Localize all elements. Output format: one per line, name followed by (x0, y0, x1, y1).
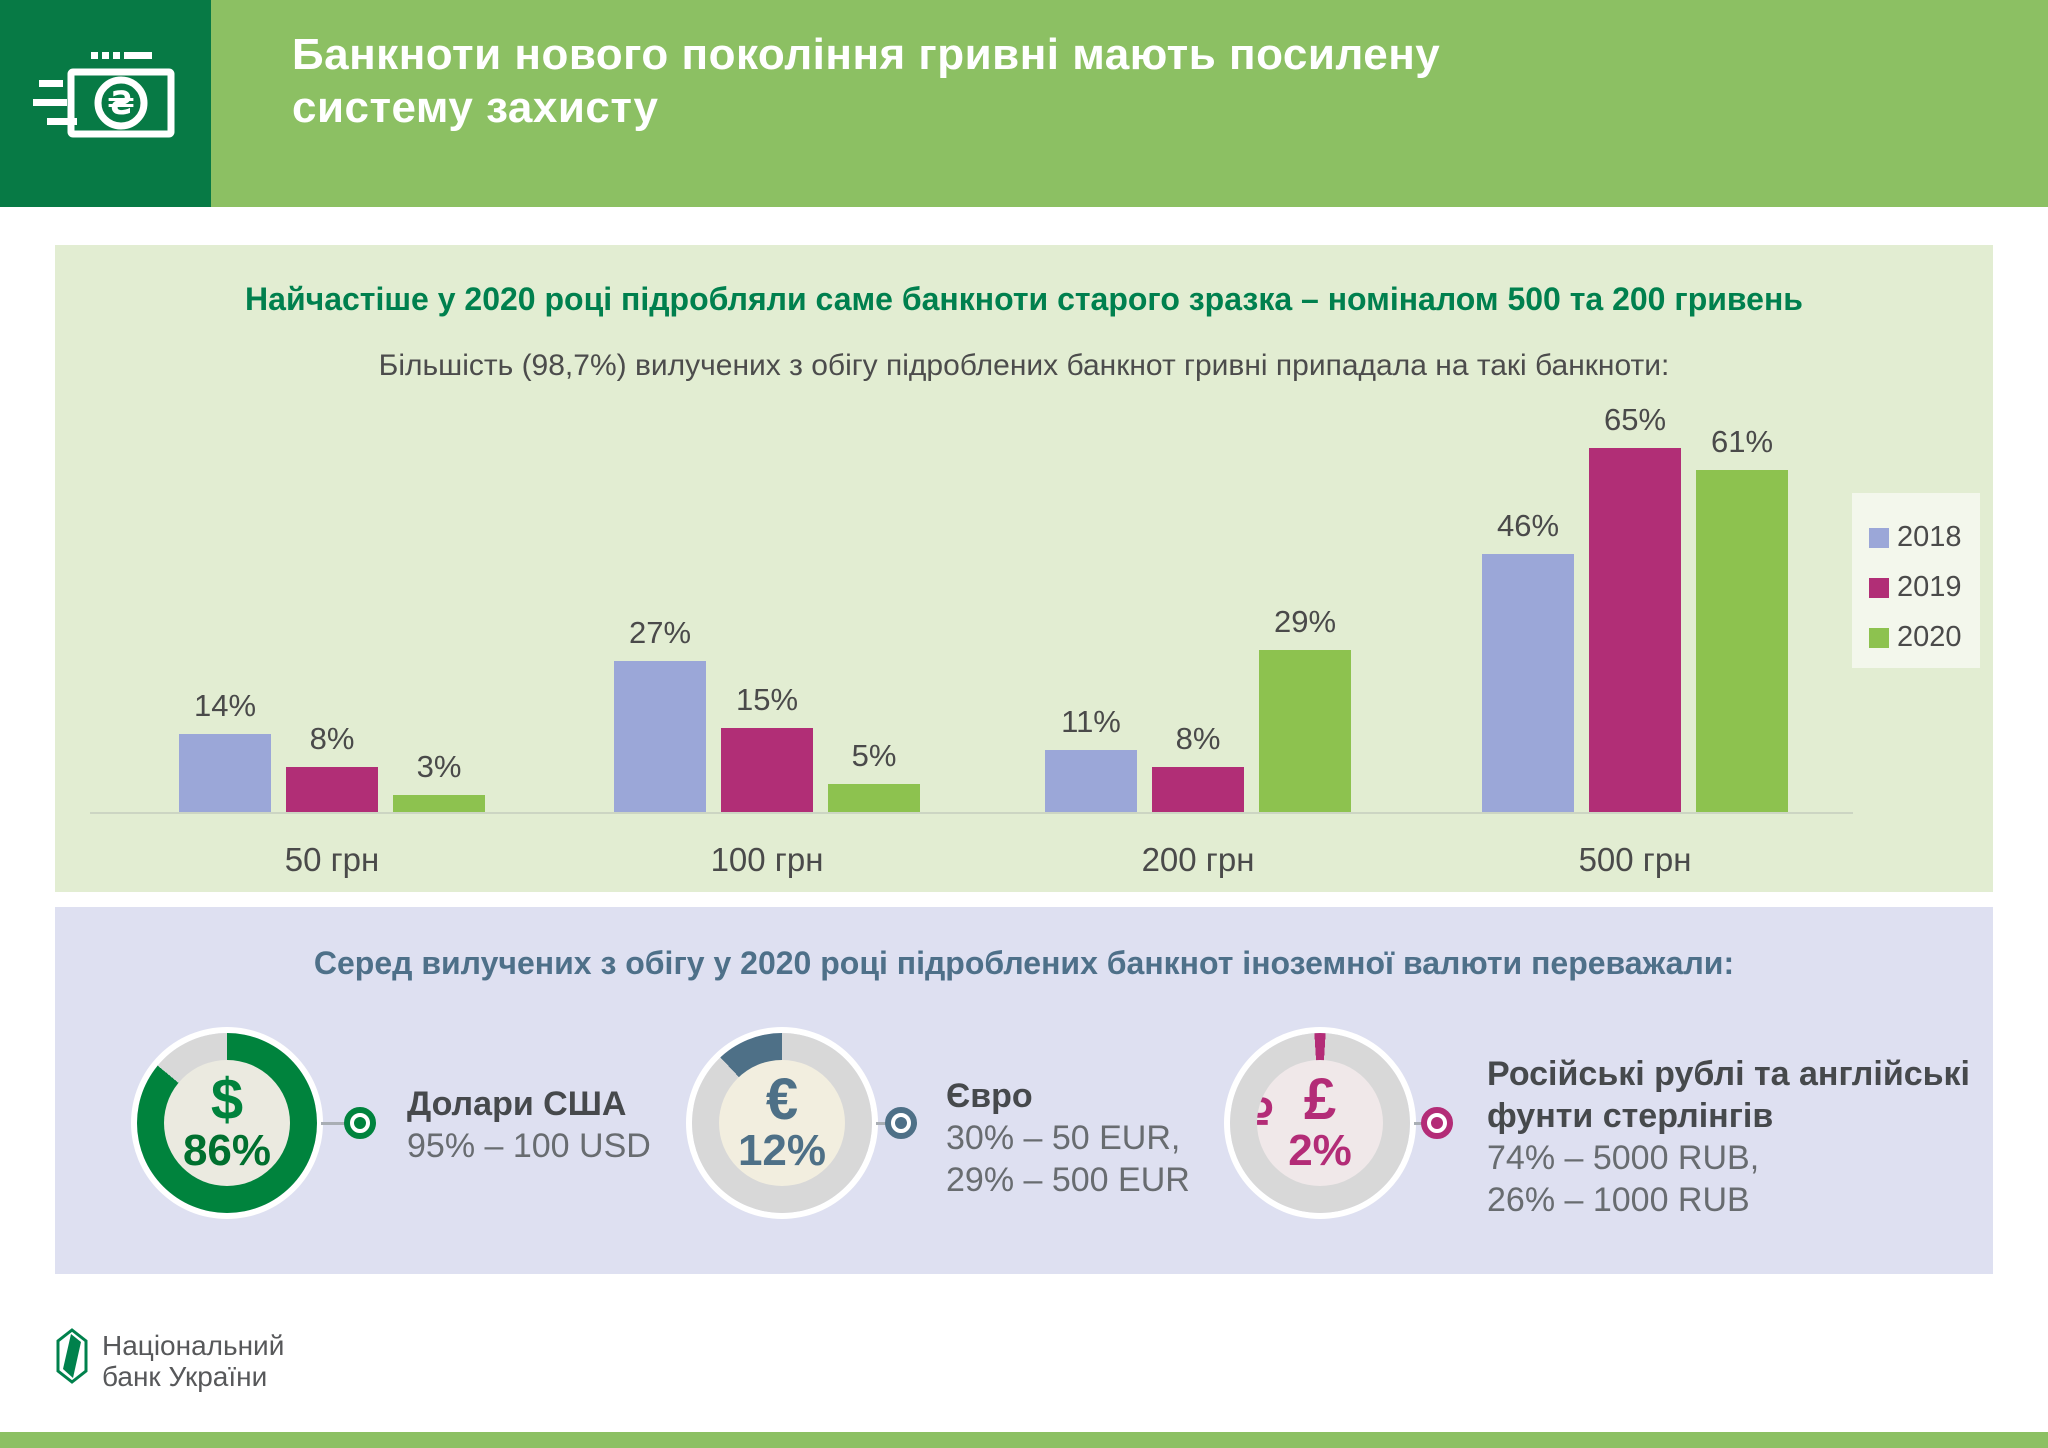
bar-value-label: 3% (416, 749, 462, 784)
legend-item-2020: 2020 (1869, 621, 1980, 654)
donut-center: €12% (719, 1060, 845, 1186)
bar-group: 11% 8% 29% 200 грн (1045, 245, 1351, 878)
bar-group: 46% 65% 61% 500 грн (1482, 245, 1788, 878)
currency-name: Долари США (407, 1085, 627, 1123)
legend-label: 2018 (1897, 521, 1962, 553)
nbu-logo-icon (56, 1328, 88, 1384)
chart-subtitle: Більшість (98,7%) вилучених з обігу підр… (378, 349, 1670, 382)
currency-detail: 30% – 50 EUR, (946, 1119, 1181, 1157)
bar-value-label: 29% (1273, 604, 1337, 639)
bar-value-label: 27% (628, 615, 692, 650)
donut-percent-label: 12% (737, 1126, 827, 1175)
donut-chart-rub-gbp: £ ₽2% (1230, 1033, 1410, 1213)
bar-value-label: 61% (1710, 424, 1774, 459)
footer-strip (0, 1432, 2048, 1448)
bullet-dot (354, 1117, 366, 1129)
footer-org-line1: Національний (102, 1330, 285, 1361)
legend-item-2018: 2018 (1869, 521, 1980, 554)
chart-baseline (90, 812, 1853, 814)
footer-org-line2: банк України (102, 1361, 268, 1392)
bar-2019 (286, 767, 378, 812)
legend-swatch-icon (1869, 627, 1889, 648)
bar-2020 (1259, 650, 1351, 812)
currency-name: Євро (946, 1077, 1033, 1115)
footer: Національний банк України (56, 1328, 284, 1392)
donut-percent-label: 86% (182, 1126, 272, 1175)
currency-symbol-icon: £ (1303, 1067, 1337, 1132)
bar-2020 (828, 784, 920, 812)
bar-value-label: 8% (309, 721, 355, 756)
donut-center: £ ₽2% (1257, 1060, 1383, 1186)
bullet-dot (1431, 1117, 1443, 1129)
bar-value-label: 46% (1496, 508, 1560, 543)
bullet-dot (895, 1117, 907, 1129)
bar-group: 27% 15% 5% 100 грн (614, 245, 920, 878)
donut-chart-usd: $86% (137, 1033, 317, 1213)
legend-swatch-icon (1869, 577, 1889, 598)
legend-item-2019: 2019 (1869, 571, 1980, 604)
bar-value-label: 15% (735, 682, 799, 717)
hryvnia-chart-panel: Найчастіше у 2020 році підробляли саме б… (55, 245, 1993, 892)
currency-name: фунти стерлінгів (1487, 1097, 1774, 1135)
legend-label: 2020 (1897, 621, 1962, 653)
footer-org-name: Національний банк України (102, 1328, 284, 1392)
bullet-marker (344, 1107, 376, 1139)
foreign-currency-panel: Серед вилучених з обігу у 2020 році підр… (55, 907, 1993, 1274)
currency-symbol-icon: $ (210, 1067, 244, 1132)
currency-detail: 26% – 1000 RUB (1487, 1181, 1750, 1219)
bar-2020 (1696, 470, 1788, 812)
bar-value-label: 14% (193, 688, 257, 723)
category-label: 500 грн (1578, 841, 1692, 878)
header-brand-box: ₴ (0, 0, 211, 207)
bar-group: 14% 8% 3% 50 грн (179, 245, 485, 878)
currency-detail: 29% – 500 EUR (946, 1161, 1190, 1199)
currency-name: Російські рублі та англійські (1487, 1055, 1970, 1093)
chart-title: Найчастіше у 2020 році підробляли саме б… (245, 281, 1803, 317)
bar-2019 (1589, 448, 1681, 812)
currency-text-block: Російські рублі та англійські фунти стерл… (1487, 1053, 1970, 1221)
currency-symbol-icon: € (765, 1067, 799, 1132)
category-label: 200 грн (1141, 841, 1255, 878)
donut-percent-label: 2% (1288, 1126, 1352, 1175)
bar-2018 (1482, 554, 1574, 812)
currency-detail: 74% – 5000 RUB, (1487, 1139, 1760, 1177)
legend-swatch-icon (1869, 527, 1889, 548)
banknote-hryvnia-icon: ₴ (32, 51, 174, 137)
page-title-line2: систему захисту (292, 83, 659, 132)
bullet-marker (885, 1107, 917, 1139)
currency-symbol-secondary-icon: ₽ (1257, 1091, 1273, 1140)
bar-2018 (614, 661, 706, 812)
foreign-panel-heading: Серед вилучених з обігу у 2020 році підр… (313, 945, 1735, 981)
bar-2020 (393, 795, 485, 812)
bar-value-label: 8% (1175, 721, 1221, 756)
currency-text-block: Євро 30% – 50 EUR, 29% – 500 EUR (946, 1075, 1190, 1201)
category-label: 50 грн (284, 841, 380, 878)
header-banner: ₴ Банкноти нового покоління гривні мають… (0, 0, 2048, 207)
donut-chart-eur: €12% (692, 1033, 872, 1213)
bullet-marker (1421, 1107, 1453, 1139)
page-title-line1: Банкноти нового покоління гривні мають п… (292, 30, 1441, 79)
category-label: 100 грн (710, 841, 824, 878)
bar-value-label: 65% (1603, 402, 1667, 437)
bar-value-label: 11% (1061, 704, 1121, 739)
donut-center: $86% (164, 1060, 290, 1186)
currency-text-block: Долари США 95% – 100 USD (407, 1083, 651, 1167)
legend-label: 2019 (1897, 571, 1962, 603)
currency-detail: 95% – 100 USD (407, 1127, 651, 1165)
bar-2018 (179, 734, 271, 812)
chart-legend: 2018 2019 2020 (1852, 493, 1980, 668)
bar-2019 (1152, 767, 1244, 812)
bar-value-label: 5% (851, 738, 897, 773)
bar-2018 (1045, 750, 1137, 812)
svg-text:₴: ₴ (107, 84, 135, 122)
page-title: Банкноти нового покоління гривні мають п… (292, 28, 1440, 134)
bar-2019 (721, 728, 813, 812)
